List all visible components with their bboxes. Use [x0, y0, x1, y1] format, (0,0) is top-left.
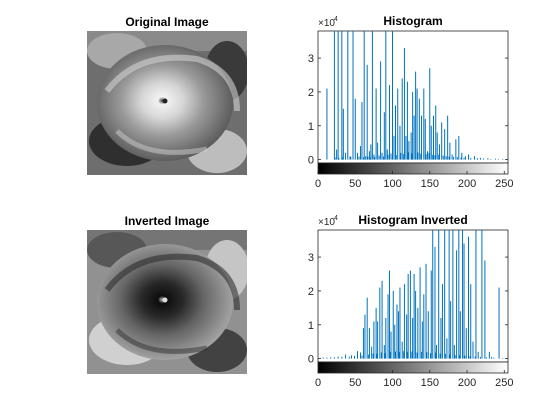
histogram-inverted-xtick-label: 100 — [383, 377, 401, 389]
histogram-chart: 0 1 2 3 ×10 4 Histogram 0 50 100 150 200 250 — [308, 14, 514, 190]
histogram-xtick-label: 100 — [383, 178, 401, 190]
histogram-xtick-label: 250 — [495, 178, 513, 190]
histogram-inverted-xtick-label: 50 — [349, 377, 361, 389]
histogram-inverted-ytick-label: 0 — [308, 354, 314, 366]
histogram-inverted-exponent-label: ×10 — [318, 217, 335, 228]
histogram-inverted-ytick-label: 1 — [308, 320, 314, 332]
histogram-title: Histogram — [383, 14, 442, 28]
histogram-inverted-xtick-label: 150 — [421, 377, 439, 389]
histogram-xtick-label: 50 — [349, 178, 361, 190]
histogram-inverted-xtick-label: 200 — [458, 377, 476, 389]
histogram-ytick-label: 0 — [308, 155, 314, 167]
histogram-inverted-title: Histogram Inverted — [358, 213, 467, 227]
original-image — [87, 31, 249, 175]
histogram-inverted-ytick-label: 3 — [308, 252, 314, 264]
histogram-inverted-xtick-label: 0 — [315, 377, 321, 389]
inverted-image-graphic — [87, 230, 249, 374]
histogram-inverted-ytick-label: 2 — [308, 286, 314, 298]
histogram-colorbar — [317, 162, 509, 175]
inverted-image — [87, 230, 249, 374]
histogram-xtick-label: 200 — [458, 178, 476, 190]
histogram-xtick-label: 0 — [315, 178, 321, 190]
original-image-title: Original Image — [125, 15, 209, 29]
histogram-ytick-label: 3 — [308, 53, 314, 65]
histogram-exponent-label: ×10 — [318, 18, 335, 29]
histogram-ytick-label: 2 — [308, 87, 314, 99]
histogram-inverted-chart: 0 1 2 3 ×10 4 Histogram Inverted 0 50 100 150 200 25… — [308, 213, 514, 389]
histogram-xtick-label: 150 — [421, 178, 439, 190]
histogram-inverted-colorbar — [317, 361, 509, 374]
histogram-inverted-xtick-label: 250 — [495, 377, 513, 389]
original-image-graphic — [87, 31, 249, 175]
histogram-exponent-power: 4 — [334, 16, 338, 23]
inverted-image-title: Inverted Image — [124, 214, 210, 228]
histogram-ytick-label: 1 — [308, 121, 314, 133]
histogram-inverted-exponent-power: 4 — [334, 215, 338, 222]
